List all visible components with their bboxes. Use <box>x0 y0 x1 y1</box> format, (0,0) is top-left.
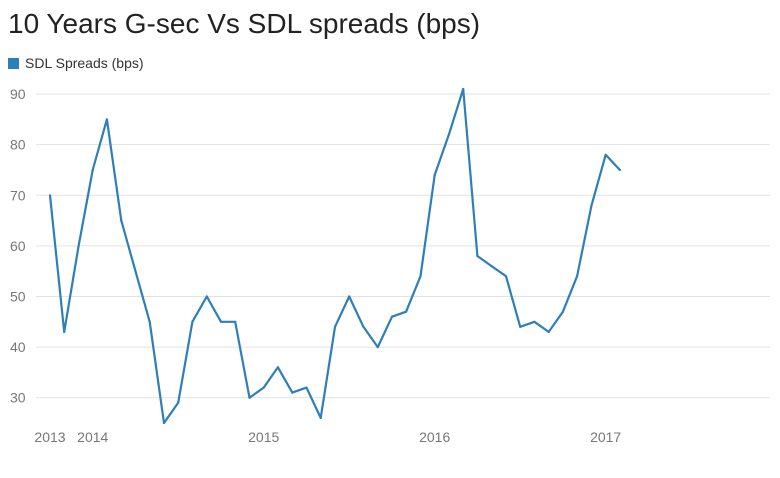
data-point <box>433 173 436 177</box>
data-point <box>77 244 80 247</box>
data-point <box>276 366 279 369</box>
data-point <box>547 330 550 333</box>
y-tick-label: 30 <box>10 390 26 406</box>
x-tick-label: 2014 <box>77 429 108 445</box>
data-point <box>376 346 379 349</box>
data-point <box>604 153 607 156</box>
data-point <box>177 401 180 404</box>
data-point <box>248 396 251 399</box>
y-tick-label: 70 <box>10 187 26 203</box>
data-point <box>576 275 579 278</box>
chart-title: 10 Years G-sec Vs SDL spreads (bps) <box>8 8 481 39</box>
data-point <box>191 320 194 323</box>
data-point <box>519 325 522 328</box>
data-point <box>319 416 322 419</box>
data-point <box>405 310 408 313</box>
data-point <box>447 133 450 136</box>
data-point <box>48 194 52 197</box>
data-point <box>390 315 394 318</box>
x-axis-ticks: 2013 2014 2015 2016 2017 <box>34 429 621 445</box>
legend-swatch <box>8 57 19 69</box>
data-point <box>476 254 479 258</box>
series-line <box>48 87 621 425</box>
data-point <box>333 325 337 328</box>
data-point <box>134 270 137 273</box>
data-point <box>490 265 493 268</box>
y-tick-label: 40 <box>10 339 26 355</box>
data-point <box>561 310 565 313</box>
data-point <box>618 168 622 172</box>
data-point <box>590 204 593 207</box>
y-tick-label: 60 <box>10 238 26 254</box>
data-point <box>63 330 66 333</box>
data-point <box>305 386 308 389</box>
data-point <box>219 320 223 323</box>
y-tick-label: 80 <box>10 137 26 153</box>
x-tick-label: 2015 <box>248 429 279 445</box>
data-point <box>120 219 123 222</box>
data-point <box>262 386 265 389</box>
data-point <box>462 87 465 91</box>
y-axis-ticks: 30 40 50 60 70 80 90 <box>10 86 26 406</box>
legend: SDL Spreads (bps) <box>8 55 144 71</box>
data-point <box>91 168 94 172</box>
x-tick-label: 2016 <box>419 429 450 445</box>
data-point <box>148 320 151 323</box>
legend-label: SDL Spreads (bps) <box>25 55 144 71</box>
x-tick-label: 2017 <box>590 429 621 445</box>
gridlines <box>36 93 770 399</box>
data-point <box>362 325 365 328</box>
data-point <box>533 320 536 323</box>
data-point <box>162 421 166 425</box>
series-group <box>48 87 622 425</box>
data-point <box>205 295 208 298</box>
y-tick-label: 90 <box>10 86 26 102</box>
data-point <box>291 391 294 394</box>
x-tick-label: 2013 <box>34 429 65 445</box>
data-point <box>348 295 351 298</box>
data-point <box>504 275 508 278</box>
data-point <box>419 275 422 278</box>
data-point <box>234 320 237 323</box>
data-point <box>105 118 108 121</box>
y-tick-label: 50 <box>10 288 26 304</box>
